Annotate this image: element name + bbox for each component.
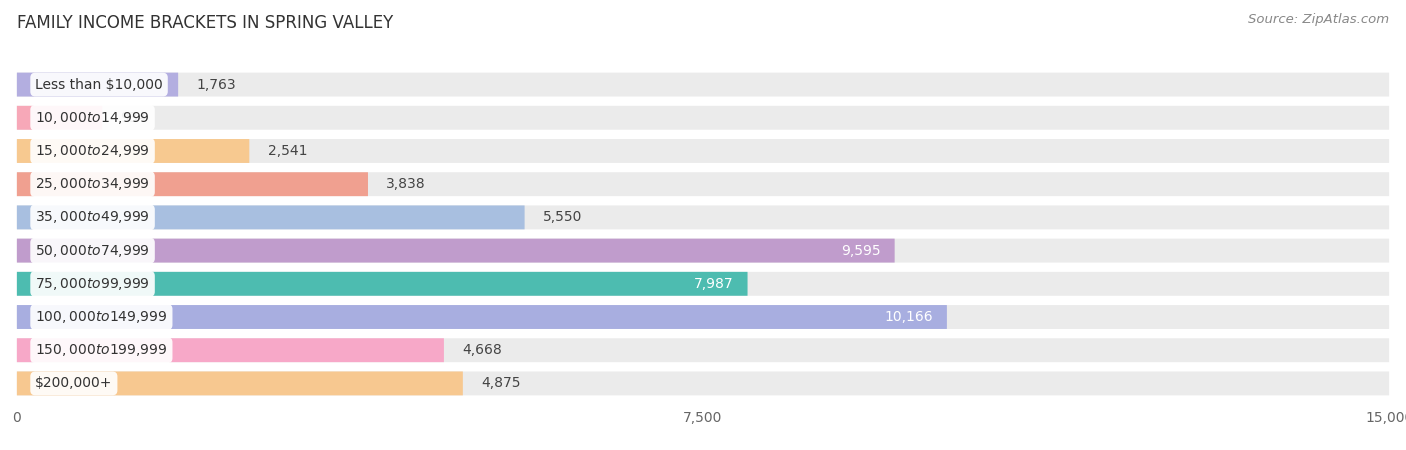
Text: 2,541: 2,541: [267, 144, 307, 158]
FancyBboxPatch shape: [17, 272, 748, 296]
FancyBboxPatch shape: [17, 72, 179, 97]
FancyBboxPatch shape: [17, 272, 1389, 296]
FancyBboxPatch shape: [17, 172, 368, 196]
FancyBboxPatch shape: [17, 139, 249, 163]
FancyBboxPatch shape: [17, 139, 1389, 163]
FancyBboxPatch shape: [17, 305, 946, 329]
FancyBboxPatch shape: [17, 371, 463, 396]
FancyBboxPatch shape: [17, 72, 1389, 97]
FancyBboxPatch shape: [17, 238, 894, 262]
Text: FAMILY INCOME BRACKETS IN SPRING VALLEY: FAMILY INCOME BRACKETS IN SPRING VALLEY: [17, 14, 394, 32]
Text: 5,550: 5,550: [543, 211, 582, 225]
Text: $50,000 to $74,999: $50,000 to $74,999: [35, 243, 150, 259]
Text: $15,000 to $24,999: $15,000 to $24,999: [35, 143, 150, 159]
Text: $35,000 to $49,999: $35,000 to $49,999: [35, 209, 150, 225]
Text: 9,595: 9,595: [841, 243, 882, 257]
Text: 7,987: 7,987: [695, 277, 734, 291]
Text: $150,000 to $199,999: $150,000 to $199,999: [35, 342, 167, 358]
FancyBboxPatch shape: [17, 305, 1389, 329]
Text: $25,000 to $34,999: $25,000 to $34,999: [35, 176, 150, 192]
FancyBboxPatch shape: [17, 106, 103, 130]
Text: $100,000 to $149,999: $100,000 to $149,999: [35, 309, 167, 325]
Text: $200,000+: $200,000+: [35, 376, 112, 391]
FancyBboxPatch shape: [17, 206, 1389, 230]
Text: $75,000 to $99,999: $75,000 to $99,999: [35, 276, 150, 292]
FancyBboxPatch shape: [17, 206, 524, 230]
Text: $10,000 to $14,999: $10,000 to $14,999: [35, 110, 150, 126]
Text: 10,166: 10,166: [884, 310, 934, 324]
FancyBboxPatch shape: [17, 238, 1389, 262]
Text: Source: ZipAtlas.com: Source: ZipAtlas.com: [1249, 14, 1389, 27]
FancyBboxPatch shape: [17, 172, 1389, 196]
Text: 934: 934: [121, 111, 148, 125]
FancyBboxPatch shape: [17, 338, 1389, 362]
Text: 1,763: 1,763: [197, 77, 236, 92]
FancyBboxPatch shape: [17, 106, 1389, 130]
FancyBboxPatch shape: [17, 371, 1389, 396]
FancyBboxPatch shape: [17, 338, 444, 362]
Text: Less than $10,000: Less than $10,000: [35, 77, 163, 92]
Text: 3,838: 3,838: [387, 177, 426, 191]
Text: 4,875: 4,875: [481, 376, 520, 391]
Text: 4,668: 4,668: [463, 343, 502, 357]
